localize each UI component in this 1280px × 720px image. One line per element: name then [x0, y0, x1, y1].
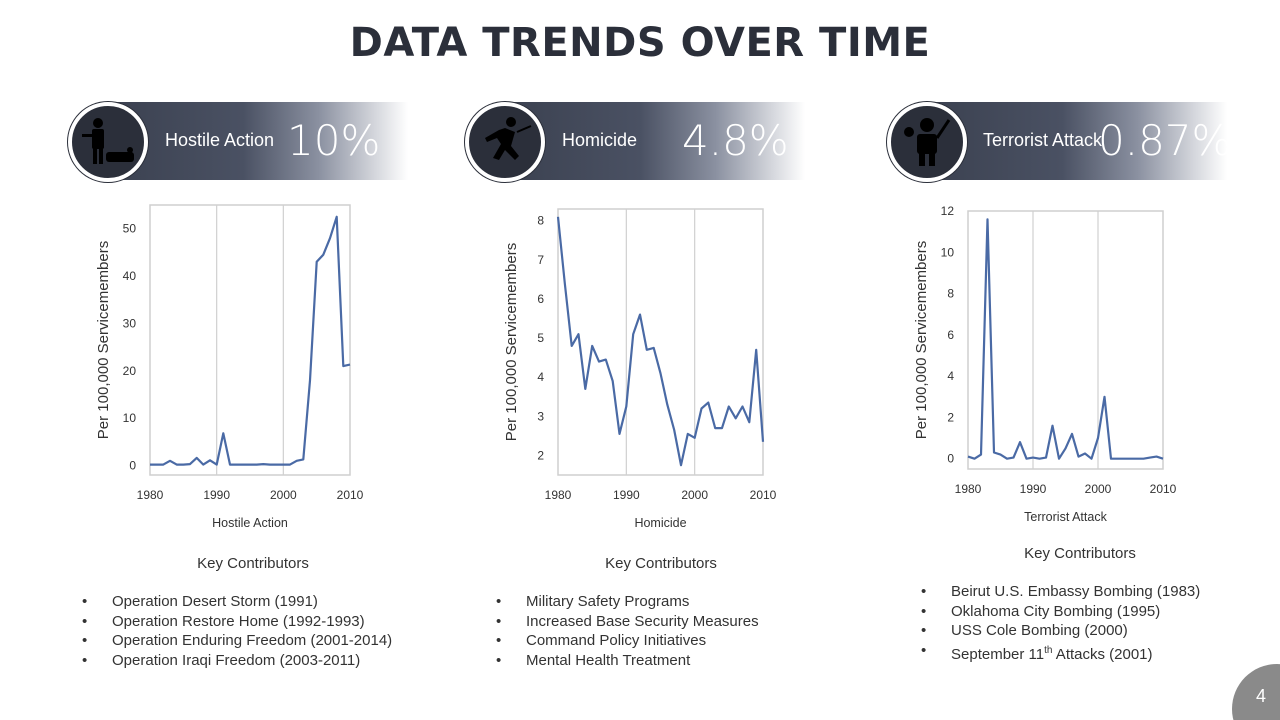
y-tick-label: 12 — [941, 204, 955, 218]
panel-percent: 4.8% — [682, 116, 789, 165]
panel-label: Hostile Action — [165, 130, 275, 150]
x-tick-label: 1980 — [137, 488, 164, 502]
chart-svg: 1980 1990 2000 2010 2 3 4 5 6 7 8 Homicide Per 100,0… — [503, 208, 777, 530]
list-item: Increased Base Security Measures — [496, 612, 759, 632]
y-axis-label: Per 100,000 Servicemembers — [95, 241, 112, 439]
y-tick-label: 5 — [537, 331, 544, 345]
y-tick-label: 3 — [537, 409, 544, 423]
homicide-chart: 1980 1990 2000 2010 2 3 4 5 6 7 8 Homicide Per 100,0… — [500, 195, 790, 540]
x-tick-label: 2000 — [270, 488, 297, 502]
y-tick-label: 30 — [123, 316, 137, 330]
hostile-action-banner: Hostile Action 10% — [68, 102, 408, 182]
y-tick-label: 0 — [947, 452, 954, 466]
y-axis-label: Per 100,000 Servicemembers — [503, 243, 520, 441]
list-item: Command Policy Initiatives — [496, 631, 759, 651]
series-line — [967, 218, 1164, 460]
list-item: September 11th Attacks (2001) — [921, 641, 1200, 665]
y-tick-label: 4 — [537, 370, 544, 384]
x-tick-label: 1990 — [203, 488, 230, 502]
y-tick-label: 2 — [537, 448, 544, 462]
y-tick-label: 8 — [537, 214, 544, 228]
y-tick-label: 4 — [947, 369, 954, 383]
plot-area — [967, 210, 1164, 470]
x-axis-label: Terrorist Attack — [1024, 510, 1107, 524]
list-item: Mental Health Treatment — [496, 651, 759, 671]
chart-svg: 1980 1990 2000 2010 0 2 4 6 8 10 12 Terrorist Attac… — [913, 204, 1177, 524]
y-tick-label: 10 — [123, 411, 137, 425]
x-tick-label: 1990 — [613, 488, 640, 502]
list-item: Operation Enduring Freedom (2001-2014) — [82, 631, 392, 651]
x-tick-label: 2010 — [337, 488, 364, 502]
x-tick-label: 2010 — [750, 488, 777, 502]
banner-bar — [927, 102, 1227, 180]
list-item: Oklahoma City Bombing (1995) — [921, 602, 1200, 622]
homicide-icon — [465, 102, 545, 182]
x-axis-label: Hostile Action — [212, 516, 288, 530]
y-tick-label: 6 — [537, 292, 544, 306]
list-item: Operation Restore Home (1992-1993) — [82, 612, 392, 632]
banner-bar — [505, 102, 805, 180]
y-tick-label: 10 — [941, 245, 955, 259]
list-item: Operation Iraqi Freedom (2003-2011) — [82, 651, 392, 671]
homicide-banner: Homicide 4.8% — [465, 102, 805, 182]
y-tick-label: 0 — [129, 459, 136, 473]
y-tick-label: 6 — [947, 328, 954, 342]
x-axis-label: Homicide — [634, 516, 686, 530]
y-tick-label: 2 — [947, 410, 954, 424]
terrorist-attack-chart: 1980 1990 2000 2010 0 2 4 6 8 10 12 Terrorist Attac… — [905, 195, 1195, 540]
key-contributors-list: Military Safety Programs Increased Base … — [496, 592, 759, 670]
terrorist-attack-banner: Terrorist Attack 0.87% — [887, 102, 1231, 182]
list-item: Military Safety Programs — [496, 592, 759, 612]
panel-percent: 10% — [287, 116, 381, 165]
x-tick-label: 1980 — [955, 482, 982, 496]
hostile-action-chart: 1980 1990 2000 2010 0 10 20 30 40 50 Hostile Actio… — [90, 195, 380, 540]
banner-bar — [108, 102, 408, 180]
list-item: USS Cole Bombing (2000) — [921, 621, 1200, 641]
x-tick-label: 1990 — [1020, 482, 1047, 496]
key-contributors-heading: Key Contributors — [197, 555, 309, 572]
y-tick-label: 20 — [123, 364, 137, 378]
key-contributors-list: Beirut U.S. Embassy Bombing (1983) Oklah… — [921, 582, 1200, 664]
key-contributors-heading: Key Contributors — [605, 555, 717, 572]
x-tick-label: 1980 — [545, 488, 572, 502]
terrorist-attack-icon — [887, 102, 967, 182]
list-item: Beirut U.S. Embassy Bombing (1983) — [921, 582, 1200, 602]
panel-label: Terrorist Attack — [983, 130, 1103, 150]
plot-area — [149, 204, 351, 476]
y-tick-label: 50 — [123, 222, 137, 236]
page-number: 4 — [1256, 686, 1267, 706]
hostile-action-icon — [68, 102, 148, 182]
chart-svg: 1980 1990 2000 2010 0 10 20 30 40 50 Hostile Actio… — [95, 204, 364, 530]
x-tick-label: 2000 — [1085, 482, 1112, 496]
list-item: Operation Desert Storm (1991) — [82, 592, 392, 612]
y-tick-label: 8 — [947, 287, 954, 301]
x-tick-label: 2000 — [681, 488, 708, 502]
x-tick-label: 2010 — [1150, 482, 1177, 496]
panel-label: Homicide — [562, 130, 638, 150]
y-axis-label: Per 100,000 Servicemembers — [913, 241, 930, 439]
plot-area — [557, 208, 764, 476]
series-line — [150, 215, 351, 466]
y-tick-label: 40 — [123, 269, 137, 283]
key-contributors-list: Operation Desert Storm (1991) Operation … — [82, 592, 392, 670]
y-tick-label: 7 — [537, 253, 544, 267]
key-contributors-heading: Key Contributors — [1024, 545, 1136, 562]
panel-percent: 0.87% — [1098, 116, 1232, 165]
page-title: DATA TRENDS OVER TIME — [349, 20, 931, 66]
